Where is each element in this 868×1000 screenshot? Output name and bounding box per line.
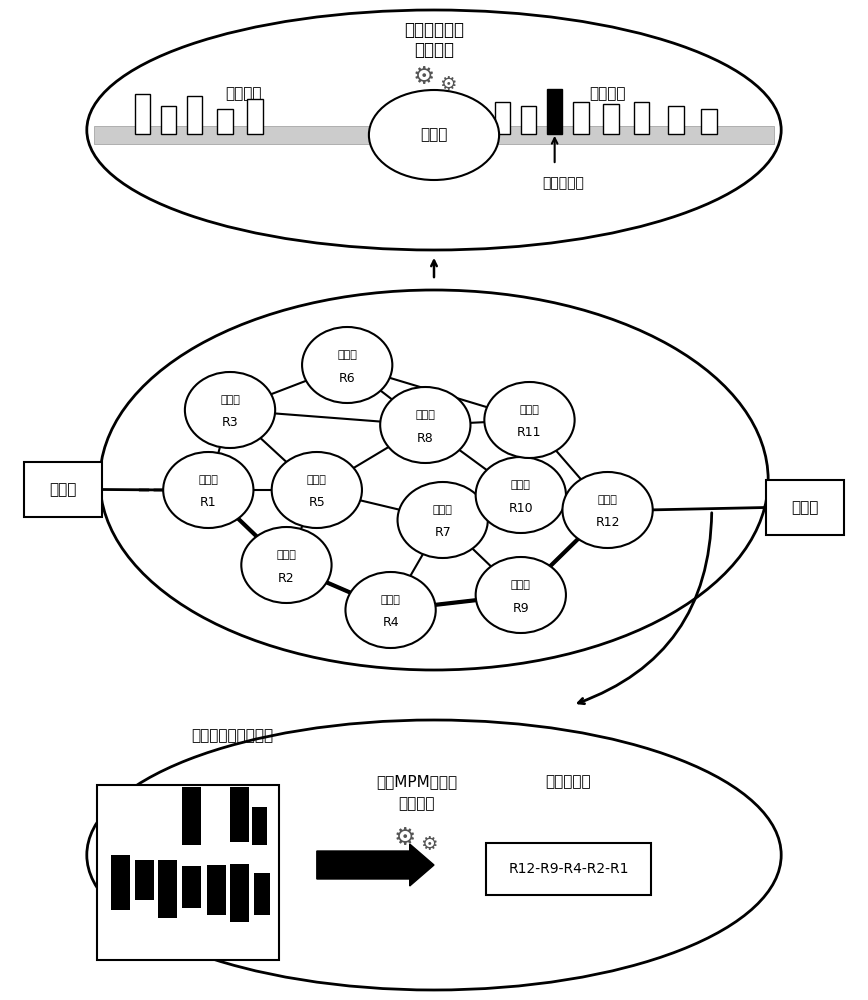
Bar (547, 89, 562, 134)
Text: 路由器: 路由器 (520, 405, 539, 415)
Bar (254, 873, 270, 915)
Bar (486, 843, 651, 895)
Text: R2: R2 (278, 572, 295, 584)
Text: R3: R3 (221, 416, 239, 430)
Bar (573, 102, 589, 134)
Text: R6: R6 (339, 371, 356, 384)
Text: R5: R5 (308, 496, 326, 510)
Text: 路由器: 路由器 (511, 580, 530, 590)
Bar (247, 99, 263, 134)
Bar (182, 866, 201, 908)
Ellipse shape (476, 557, 566, 633)
Text: 路由器: 路由器 (416, 410, 435, 420)
Text: R4: R4 (382, 616, 399, 630)
Text: 输出包流: 输出包流 (589, 87, 626, 102)
Text: 路由器: 路由器 (420, 127, 448, 142)
Text: R12: R12 (595, 516, 620, 530)
Text: 重构算法: 重构算法 (398, 796, 435, 812)
Text: ⚙: ⚙ (439, 75, 457, 94)
Text: R11: R11 (517, 426, 542, 440)
Text: R9: R9 (512, 601, 529, 614)
Bar (603, 104, 619, 134)
Ellipse shape (302, 327, 392, 403)
Text: R10: R10 (509, 502, 533, 514)
Text: ⚙: ⚙ (420, 836, 437, 854)
Text: 被标记的数据包集合: 被标记的数据包集合 (192, 728, 273, 744)
Text: 路由器: 路由器 (277, 550, 296, 560)
Ellipse shape (345, 572, 436, 648)
Bar (668, 106, 684, 134)
Ellipse shape (369, 90, 499, 180)
Ellipse shape (476, 457, 566, 533)
Text: R1: R1 (200, 496, 217, 510)
Bar (94, 126, 774, 144)
Text: 路由器: 路由器 (381, 595, 400, 605)
Bar (230, 787, 249, 842)
Bar (161, 106, 176, 134)
Bar (158, 860, 177, 918)
Bar (135, 94, 150, 134)
Text: 执行MPM的路径: 执行MPM的路径 (376, 774, 457, 790)
Ellipse shape (398, 482, 488, 558)
Text: ⚙: ⚙ (412, 65, 435, 89)
Bar (217, 109, 233, 134)
Bar (230, 864, 249, 922)
Text: 路由器: 路由器 (338, 350, 357, 360)
Text: 输入包流: 输入包流 (225, 87, 261, 102)
Ellipse shape (185, 372, 275, 448)
Bar (135, 860, 154, 900)
Text: 路由器: 路由器 (511, 480, 530, 490)
Bar (701, 109, 717, 134)
Text: 重构的路径: 重构的路径 (546, 774, 591, 790)
Ellipse shape (272, 452, 362, 528)
Text: R8: R8 (417, 432, 434, 444)
Text: ⚙: ⚙ (393, 826, 416, 850)
FancyArrow shape (317, 844, 434, 886)
Text: 标记算法: 标记算法 (414, 41, 454, 59)
Bar (24, 462, 102, 517)
Bar (634, 102, 649, 134)
Bar (111, 855, 130, 910)
Text: 路由器: 路由器 (199, 475, 218, 485)
Bar (252, 807, 267, 845)
Ellipse shape (241, 527, 332, 603)
Ellipse shape (484, 382, 575, 458)
Text: 路由器: 路由器 (433, 505, 452, 515)
Ellipse shape (380, 387, 470, 463)
Bar (766, 480, 844, 535)
Bar (521, 106, 536, 134)
Text: 路由器: 路由器 (307, 475, 326, 485)
Bar (495, 102, 510, 134)
Text: R7: R7 (434, 526, 451, 540)
Bar (187, 96, 202, 134)
Text: R12-R9-R4-R2-R1: R12-R9-R4-R2-R1 (509, 862, 628, 876)
Ellipse shape (163, 452, 253, 528)
Text: 路由器: 路由器 (598, 495, 617, 505)
Text: 执行模运算包: 执行模运算包 (404, 21, 464, 39)
Bar (97, 785, 279, 960)
Ellipse shape (562, 472, 653, 548)
Text: 路由器: 路由器 (220, 395, 240, 405)
Bar (182, 787, 201, 845)
Bar (207, 865, 226, 915)
Text: 接收端: 接收端 (791, 500, 819, 515)
Text: 发送端: 发送端 (49, 482, 77, 497)
Text: 带标记报文: 带标记报文 (542, 176, 584, 190)
